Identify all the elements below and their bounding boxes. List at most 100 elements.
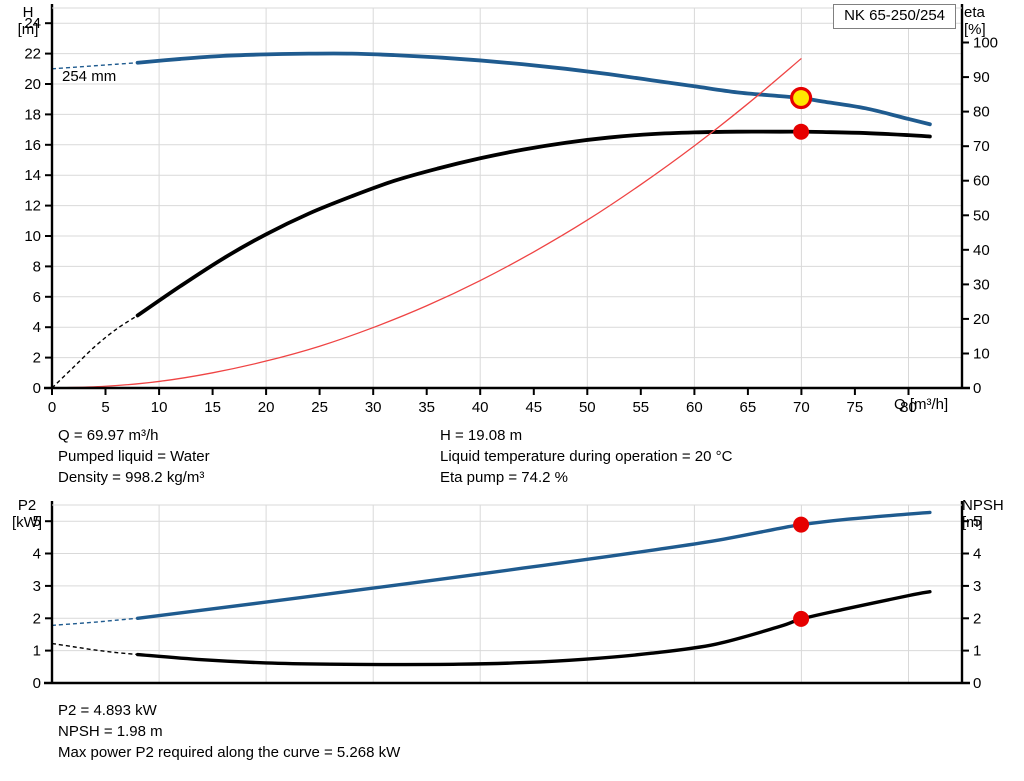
tick-label-bottom: 0 <box>48 399 56 416</box>
tick-label-left: 22 <box>24 46 41 63</box>
tick-label-left: 2 <box>33 350 41 367</box>
tick-label-right: 60 <box>973 173 990 190</box>
curve-line <box>135 129 932 318</box>
tick-label-right: 100 <box>973 35 998 52</box>
duty-point-marker <box>793 516 810 533</box>
x-axis-label-q-text: Q [m³/h] <box>894 396 949 413</box>
tick-label-right: 1 <box>973 643 981 660</box>
operating-point-info-col-1: Q = 69.97 m³/h Pumped liquid = Water Den… <box>58 425 210 488</box>
left-axis-title-p2: P2 [kW] <box>4 497 50 531</box>
tick-label-right: 80 <box>973 104 990 121</box>
tick-label-bottom: 10 <box>151 399 168 416</box>
duty-point-marker <box>793 123 810 140</box>
info-line: Max power P2 required along the curve = … <box>58 744 401 761</box>
tick-label-right: 40 <box>973 242 990 259</box>
tick-label-right: 30 <box>973 276 990 293</box>
tick-label-left: 14 <box>24 167 41 184</box>
left-axis-unit-p2-text: [kW] <box>12 514 42 531</box>
info-line: NPSH = 1.98 m <box>58 723 163 740</box>
left-axis-title-h-text: H <box>22 4 34 21</box>
right-axis-title-npsh-text: NPSH <box>962 497 1004 514</box>
power-npsh-chart: 0 1 2 3 4 5 0 1 2 3 4 5 P2 [kW] NPSH [m] <box>0 495 1024 700</box>
operating-point-info-col-2: H = 19.08 m Liquid temperature during op… <box>440 425 732 488</box>
tick-label-bottom: 5 <box>101 399 109 416</box>
info-line: Eta pump = 74.2 % <box>440 469 568 486</box>
curve-line <box>135 51 932 127</box>
right-axis-unit-npsh-text: [m] <box>962 514 983 531</box>
tick-label-bottom: 30 <box>365 399 382 416</box>
impeller-diameter-text: 254 mm <box>62 68 117 85</box>
x-axis-label-q: Q [m³/h] <box>894 396 948 413</box>
tick-label-left: 0 <box>33 380 41 397</box>
tick-label-left: 16 <box>24 137 41 154</box>
power-npsh-plot: 0 1 2 3 4 5 0 1 2 3 4 5 <box>33 501 981 692</box>
head-efficiency-plot: 0246810121416182022240102030405060708090… <box>24 4 998 416</box>
tick-label-bottom: 25 <box>311 399 328 416</box>
tick-label-right: 2 <box>973 610 981 627</box>
tick-label-right: 4 <box>973 546 981 563</box>
tick-label-left: 3 <box>33 578 41 595</box>
tick-label-left: 4 <box>33 546 41 563</box>
right-axis-title-eta: eta [%] <box>964 4 1020 38</box>
tick-label-left: 0 <box>33 675 41 692</box>
tick-label-bottom: 75 <box>847 399 864 416</box>
pump-model-label: NK 65-250/254 <box>844 7 945 24</box>
tick-label-right: 10 <box>973 346 990 363</box>
curve-line <box>135 590 932 667</box>
tick-label-right: 0 <box>973 380 981 397</box>
left-axis-title-p2-text: P2 <box>17 497 37 514</box>
tick-label-left: 20 <box>24 76 41 93</box>
tick-label-left: 5 <box>33 513 41 530</box>
curve-extrapolation-dashed <box>51 642 138 656</box>
info-line: P2 = 4.893 kW <box>58 702 157 719</box>
tick-label-bottom: 80 <box>900 399 917 416</box>
curve-extrapolation-dashed <box>51 617 138 627</box>
info-line: Q = 69.97 m³/h <box>58 427 159 444</box>
tick-label-bottom: 45 <box>525 399 542 416</box>
tick-label-left: 4 <box>33 319 41 336</box>
head-efficiency-chart: 0 2 4 6 8 10 12 14 16 18 20 22 24 0 10 20 30 40 50 60 70 80 90… <box>8 4 1020 416</box>
tick-label-left: 12 <box>24 198 41 215</box>
tick-label-right: 70 <box>973 138 990 155</box>
tick-label-bottom: 60 <box>686 399 703 416</box>
tick-label-right: 90 <box>973 69 990 86</box>
tick-label-left: 18 <box>24 106 41 123</box>
duty-point-marker <box>793 610 810 627</box>
tick-label-bottom: 55 <box>632 399 649 416</box>
info-line: H = 19.08 m <box>440 427 523 444</box>
impeller-diameter-label: 254 mm <box>62 68 116 85</box>
tick-label-left: 2 <box>33 610 41 627</box>
tick-label-left: 1 <box>33 643 41 660</box>
tick-label-left: 6 <box>33 289 41 306</box>
info-line: Density = 998.2 kg/m³ <box>58 469 205 486</box>
power-npsh-info: P2 = 4.893 kW NPSH = 1.98 m Max power P2… <box>58 700 400 763</box>
tick-label-left: 8 <box>33 258 41 275</box>
tick-label-left: 10 <box>24 228 41 245</box>
tick-label-right: 20 <box>973 311 990 328</box>
tick-label-bottom: 20 <box>258 399 275 416</box>
curve-extrapolation-dashed <box>51 62 138 70</box>
tick-label-right: 0 <box>973 675 981 692</box>
tick-label-bottom: 65 <box>740 399 757 416</box>
left-axis-title-h: H [m] <box>8 4 48 38</box>
tick-label-right: 50 <box>973 207 990 224</box>
tick-label-bottom: 35 <box>418 399 435 416</box>
tick-label-right: 3 <box>973 578 981 595</box>
tick-label-bottom: 50 <box>579 399 596 416</box>
right-axis-title-eta-text: eta <box>964 4 985 21</box>
operating-point-info: Q = 69.97 m³/h Pumped liquid = Water Den… <box>0 425 1024 491</box>
tick-label-bottom: 15 <box>204 399 221 416</box>
duty-point-marker <box>789 86 813 110</box>
left-axis-unit-h-text: [m] <box>17 21 39 38</box>
tick-label-bottom: 40 <box>472 399 489 416</box>
tick-label-right: 5 <box>973 513 981 530</box>
tick-label-bottom: 70 <box>793 399 810 416</box>
curve-line <box>135 510 932 620</box>
info-line: Liquid temperature during operation = 20… <box>440 448 733 465</box>
curve-extrapolation-dashed <box>51 314 139 389</box>
info-line: Pumped liquid = Water <box>58 448 210 465</box>
curve-line <box>51 57 802 389</box>
right-axis-title-npsh: NPSH [m] <box>962 497 1024 531</box>
pump-model-legend: NK 65-250/254 <box>833 4 956 29</box>
